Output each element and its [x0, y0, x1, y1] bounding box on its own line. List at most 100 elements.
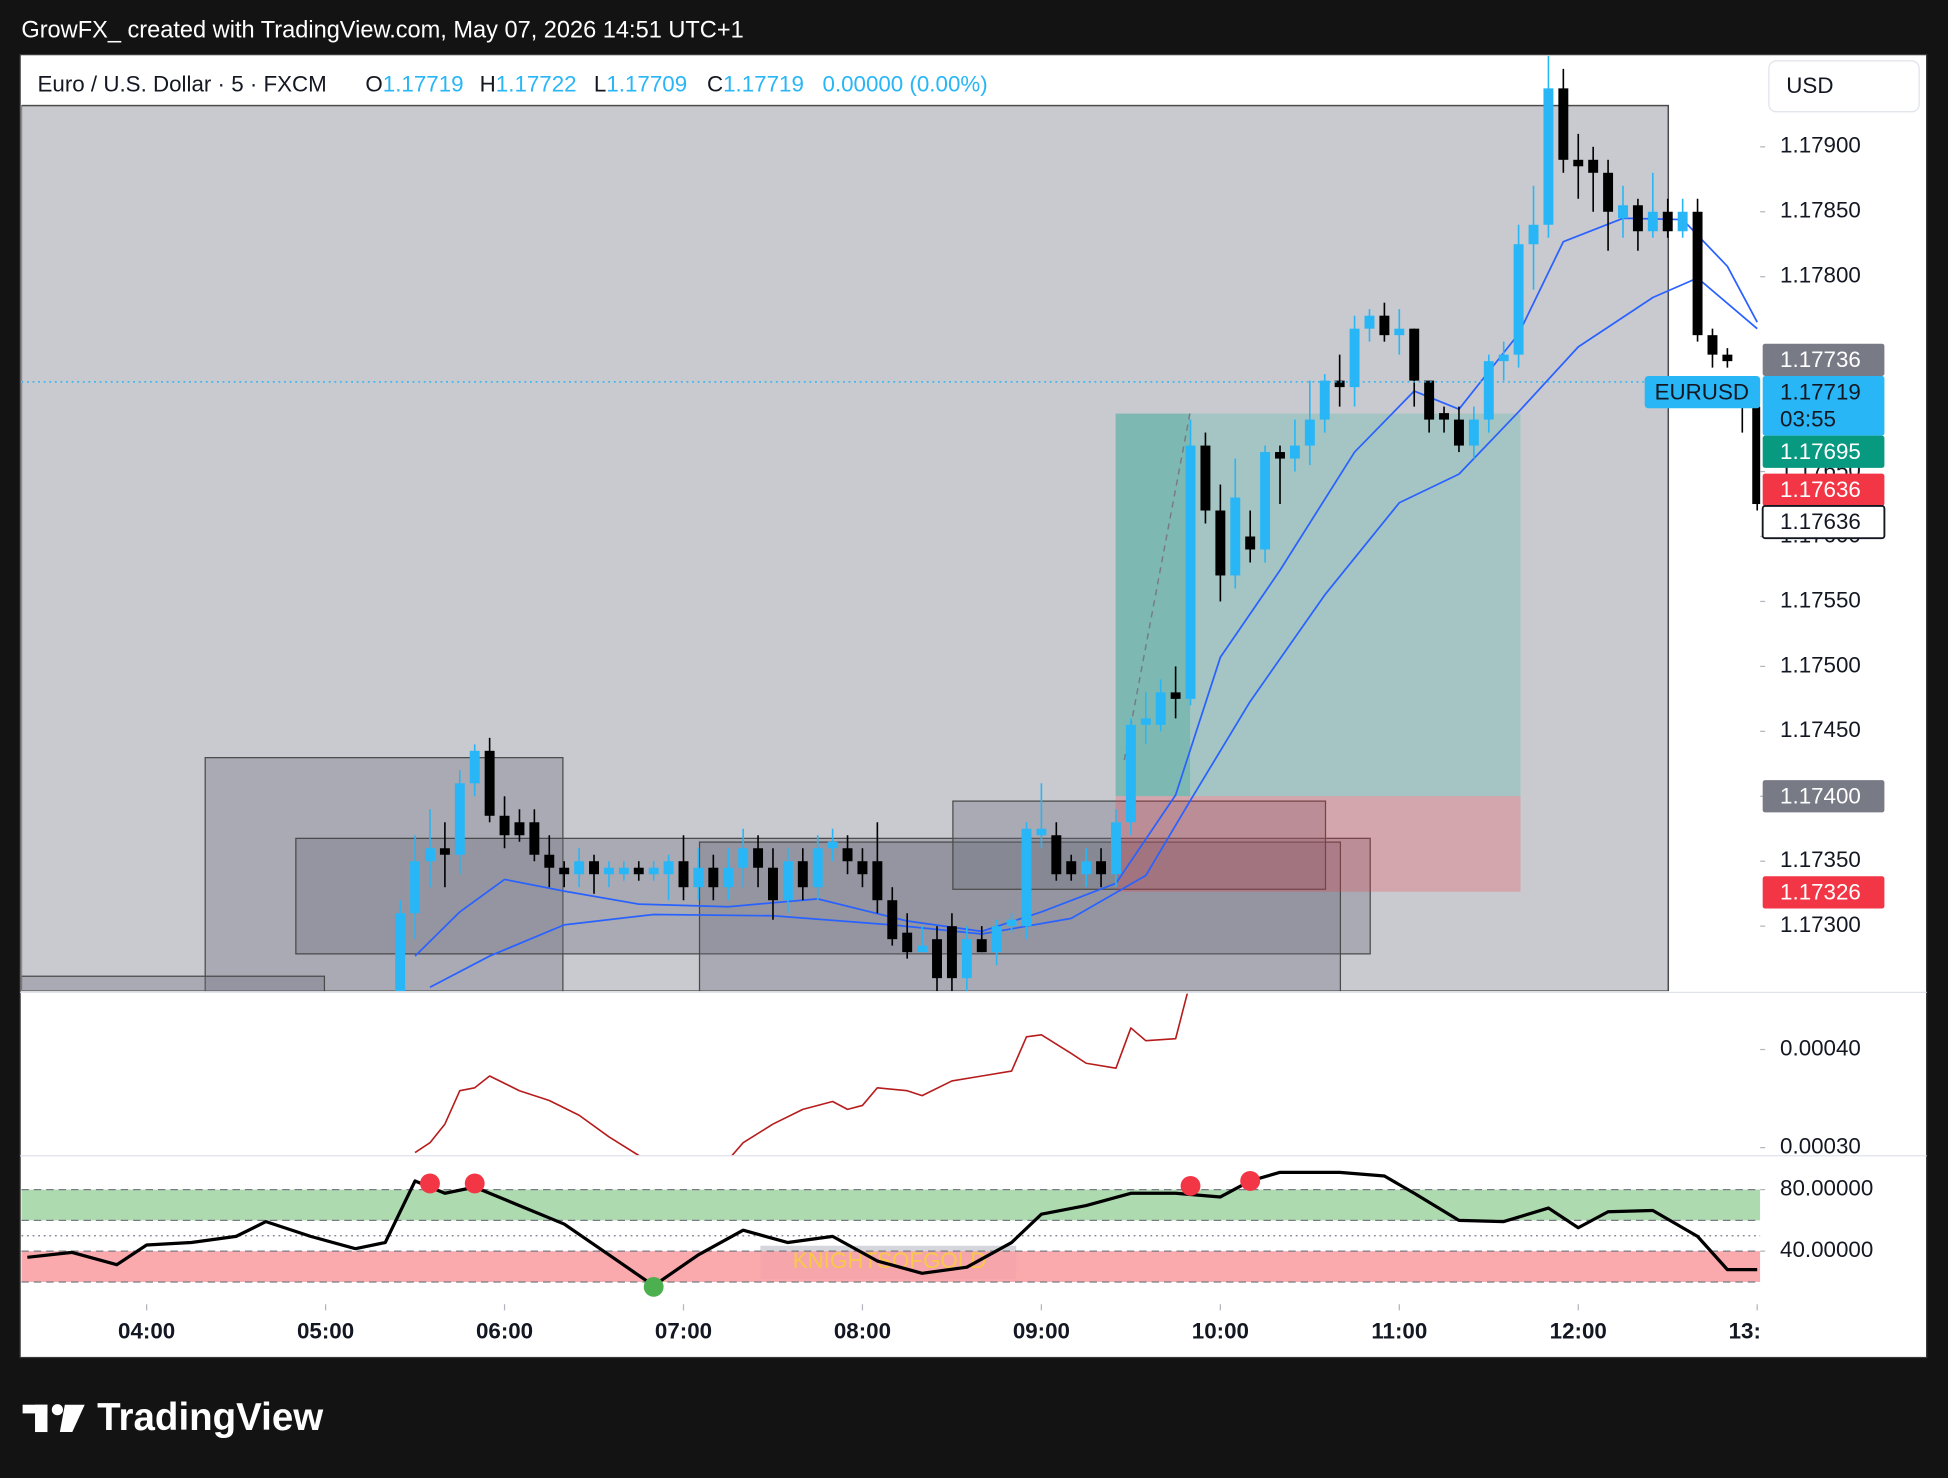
candle-body [723, 867, 734, 888]
candle-body [1051, 835, 1062, 875]
candle-body [1334, 380, 1345, 388]
price-tag-label: 1.17719 [1780, 379, 1861, 404]
oscillator-plot: KNIGHTSOFGOLD [21, 1170, 1761, 1297]
x-tick-label: 09:00 [1013, 1319, 1070, 1344]
price-tag-label: 1.17695 [1780, 439, 1861, 464]
candle-body [544, 854, 555, 868]
candle-body [1662, 211, 1673, 232]
candle-body [1707, 335, 1718, 355]
y-tick-label: 1.17350 [1780, 847, 1861, 872]
y-tick-label: 1.17850 [1780, 198, 1861, 223]
candle-body [1096, 861, 1107, 875]
price-tag [1761, 504, 1886, 540]
candle-body [738, 848, 749, 868]
ohlc-value: 1.17719 [723, 72, 804, 97]
candle-body [1140, 718, 1151, 725]
price-tag [1762, 876, 1885, 909]
candle-body [633, 867, 644, 875]
price-tag [1762, 343, 1885, 376]
price-tag [1762, 780, 1885, 813]
candle-body [1439, 413, 1450, 420]
candle-body [1528, 224, 1539, 245]
candle-body [1453, 419, 1464, 446]
currency[interactable]: USD [1786, 73, 1833, 98]
candle-body [887, 900, 898, 940]
candle-body [454, 783, 465, 855]
price-tag [1762, 375, 1885, 436]
candle-body [1110, 822, 1121, 875]
candle-body [1468, 419, 1479, 446]
candle-body [1185, 445, 1196, 699]
brand-name: TradingView [97, 1396, 324, 1439]
y-tick-label: 40.00000 [1780, 1237, 1873, 1262]
zone-band [21, 1251, 1761, 1282]
candle-body [1543, 88, 1554, 225]
candle-body [1424, 380, 1435, 420]
candle-body [618, 867, 629, 875]
candle-body [499, 815, 510, 836]
countdown: 03:55 [1780, 407, 1836, 432]
x-tick-label: 13:00 [1729, 1319, 1786, 1344]
candle-body [1125, 724, 1136, 823]
main-plot [21, 55, 1761, 992]
position-path [1123, 412, 1191, 761]
legend: Euro / U.S. Dollar · 5 · FXCM O1.17719 H… [38, 72, 988, 97]
candle-body [1394, 328, 1405, 336]
symbol-title: Euro / U.S. Dollar · 5 · FXCM [38, 72, 327, 97]
ohlc-value: 1.17719 [383, 72, 464, 97]
candle-body [753, 848, 764, 868]
candle-body [1573, 159, 1584, 167]
x-tick-label: 05:00 [297, 1319, 354, 1344]
price-tag-label: 1.17400 [1780, 783, 1861, 808]
position-stop [1115, 796, 1521, 892]
indicator-plot [414, 993, 1189, 1156]
brand-logo [22, 1404, 85, 1433]
candle-body [917, 945, 928, 953]
x-tick-label: 06:00 [476, 1319, 533, 1344]
signal-dot [464, 1173, 485, 1194]
candle-body [1006, 919, 1017, 927]
candle-body [902, 932, 913, 953]
price-axis: 1.17300 1.17350 1.17400 1.17450 1.17500 1.175… [1644, 133, 1886, 1262]
x-axis: 04:00 05:00 06:00 07:00 08:00 09:00 10:00 11:00… [118, 1304, 1786, 1344]
x-tick-label: 08:00 [834, 1319, 891, 1344]
candle-body [395, 913, 406, 992]
candle-body [1409, 328, 1420, 381]
candle-body [1155, 692, 1166, 725]
candle-body [1066, 861, 1077, 875]
candle-body [782, 861, 793, 901]
indicator-line [27, 1170, 1758, 1288]
y-tick-label: 1.17300 [1780, 912, 1861, 937]
currency-button[interactable] [1768, 60, 1920, 113]
drawings [21, 104, 1670, 992]
candle-body [1618, 205, 1628, 219]
price-tag [1762, 473, 1885, 506]
x-tick-label: 10:00 [1192, 1319, 1249, 1344]
candle-body [1647, 211, 1658, 232]
indicator-line [414, 993, 1189, 1156]
signal-dot [643, 1276, 664, 1297]
signal-dot [420, 1173, 440, 1194]
ohlc-label: C [707, 72, 723, 97]
candle-body [1588, 159, 1599, 173]
zone-box [952, 800, 1327, 890]
candle-body [1289, 445, 1300, 459]
candle-body [663, 861, 674, 875]
candle-body [1379, 315, 1390, 336]
signal-dot [1240, 1171, 1261, 1191]
candle-body [768, 867, 778, 901]
candle-body [693, 867, 704, 888]
candle-body [842, 848, 853, 862]
candle-body [514, 822, 525, 836]
zone-box [21, 975, 326, 992]
y-tick-label: 80.00000 [1780, 1175, 1873, 1200]
candle-body [708, 867, 719, 888]
candle-body [1677, 211, 1688, 232]
candle-body [678, 861, 689, 888]
candle-body [410, 861, 421, 914]
candle-body [648, 867, 659, 875]
candle-body [961, 939, 972, 979]
candle-body [603, 867, 614, 875]
candle-body [484, 750, 495, 816]
